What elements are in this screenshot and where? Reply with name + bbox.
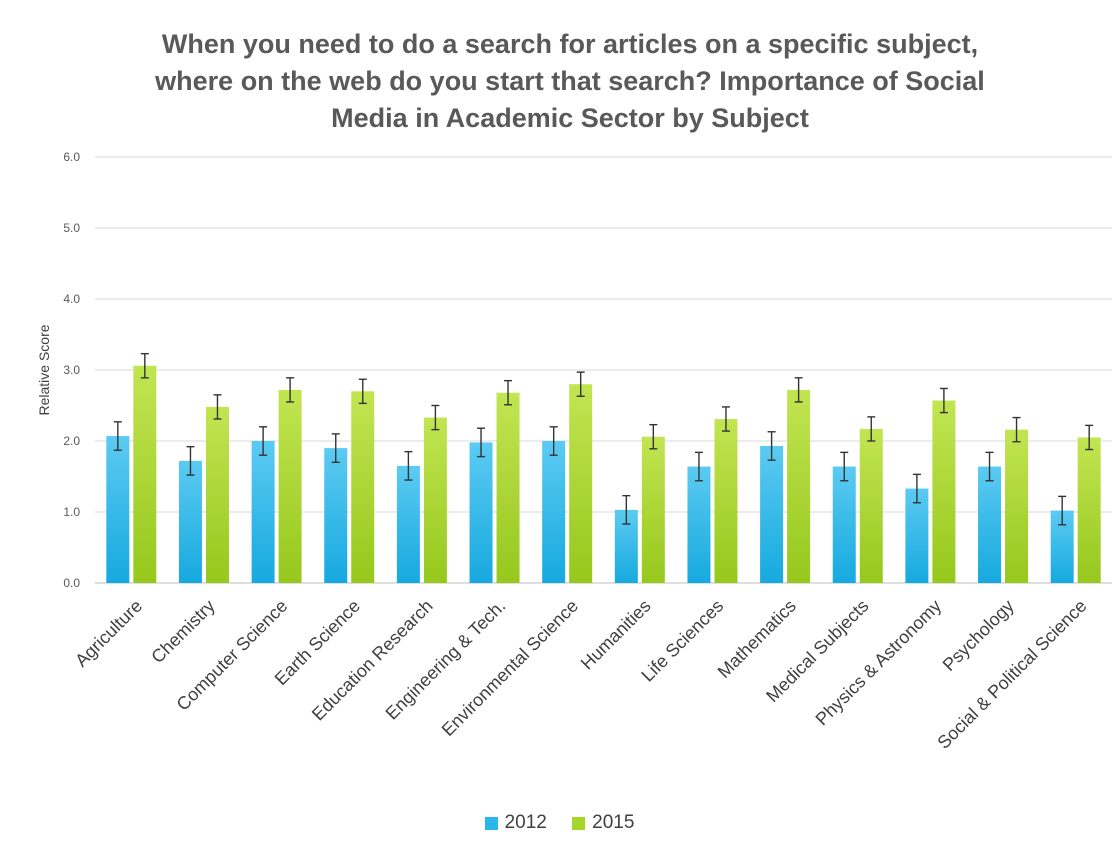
legend-label-2015: 2015	[592, 812, 635, 833]
error-bar	[404, 450, 413, 481]
bar-2015-psychology	[1005, 429, 1029, 583]
legend-item-2015: 2015	[572, 812, 634, 834]
bar-2012-medical-subjects	[832, 466, 856, 583]
chart-title-line-1: When you need to do a search for article…	[161, 29, 979, 59]
error-bar	[840, 451, 849, 482]
bar-2012-engineering-tech-	[469, 442, 493, 583]
x-tick-label: Engineering & Tech.	[382, 596, 510, 724]
legend-item-2012: 2012	[484, 812, 547, 834]
bar-2015-chemistry	[205, 406, 229, 583]
bar-2012-chemistry	[178, 460, 202, 583]
bar-2012-life-sciences	[687, 466, 711, 583]
x-tick-label: Education Research	[308, 596, 437, 725]
chart-title-line-2: where on the web do you start that searc…	[155, 66, 985, 96]
bar-2015-agriculture	[133, 365, 157, 583]
error-bar	[985, 451, 994, 482]
error-bar	[649, 423, 658, 450]
bar-2015-mathematics	[787, 389, 811, 583]
gridlines	[95, 156, 1112, 584]
y-axis-title: Relative Score	[36, 324, 52, 415]
legend: 2012 2015	[0, 812, 1119, 836]
error-bar	[358, 378, 367, 405]
error-bar	[477, 427, 486, 458]
error-bar	[867, 416, 876, 442]
y-tick-label: 6.0	[63, 150, 80, 164]
error-bar	[504, 379, 513, 406]
error-bar	[113, 421, 122, 451]
y-tick-label: 2.0	[63, 434, 80, 448]
bar-2012-environmental-science	[542, 441, 566, 583]
error-bar	[259, 426, 268, 456]
error-bar	[140, 352, 149, 379]
bar-2015-humanities	[641, 436, 665, 583]
y-tick-label: 4.0	[63, 292, 80, 306]
error-bar	[331, 433, 340, 463]
error-bar	[721, 406, 730, 432]
error-bars	[113, 352, 1094, 526]
error-bar	[1012, 416, 1021, 443]
bars	[106, 365, 1101, 583]
chart-title: When you need to do a search for article…	[60, 26, 1080, 137]
error-bar	[431, 404, 440, 431]
error-bar	[794, 377, 803, 403]
error-bar	[186, 445, 195, 476]
x-tick-label: Environmental Science	[438, 596, 582, 740]
bar-2012-earth-science	[324, 448, 348, 583]
bar-2012-agriculture	[106, 436, 130, 583]
error-bar	[1085, 424, 1094, 451]
error-bar	[622, 494, 631, 525]
x-tick-label: Physics & Astronomy	[812, 596, 946, 730]
bar-2015-medical-subjects	[859, 428, 883, 583]
x-tick-label: Agriculture	[71, 596, 146, 671]
legend-label-2012: 2012	[504, 812, 547, 833]
bar-2015-environmental-science	[569, 384, 593, 583]
bar-2015-computer-science	[278, 389, 302, 583]
error-bar	[912, 473, 921, 504]
legend-swatch-2012	[484, 816, 498, 830]
bar-2012-education-research	[396, 465, 420, 583]
x-tick-label: Chemistry	[147, 596, 218, 667]
x-tick-label: Humanities	[577, 596, 655, 674]
bar-2015-social-political-science	[1077, 437, 1101, 583]
y-axis-ticks: 0.0 1.0 2.0 3.0 4.0 5.0 6.0	[63, 150, 80, 590]
x-tick-label: Psychology	[939, 596, 1018, 675]
y-tick-label: 3.0	[63, 363, 80, 377]
bar-2012-psychology	[978, 466, 1002, 583]
bar-2012-physics-astronomy	[905, 488, 929, 583]
error-bar	[286, 377, 295, 403]
y-tick-label: 5.0	[63, 221, 80, 235]
bar-2012-social-political-science	[1050, 510, 1074, 583]
error-bar	[576, 371, 585, 397]
bar-2012-computer-science	[251, 441, 275, 583]
error-bar	[549, 426, 558, 456]
bar-2012-mathematics	[760, 445, 784, 583]
error-bar	[694, 451, 703, 482]
bar-2015-engineering-tech-	[496, 392, 520, 583]
bar-2015-physics-astronomy	[932, 400, 956, 583]
y-tick-label: 1.0	[63, 505, 80, 519]
bar-2012-humanities	[614, 509, 638, 583]
error-bar	[1058, 495, 1067, 526]
error-bar	[767, 431, 776, 461]
legend-swatch-2015	[572, 816, 586, 830]
bar-2015-earth-science	[351, 391, 375, 583]
y-tick-label: 0.0	[63, 576, 80, 590]
bar-2015-education-research	[423, 417, 447, 583]
error-bar	[939, 387, 948, 414]
error-bar	[213, 394, 222, 420]
bar-2015-life-sciences	[714, 418, 738, 583]
x-tick-label: Social & Political Science	[933, 596, 1090, 753]
chart-title-line-3: Media in Academic Sector by Subject	[331, 103, 809, 133]
